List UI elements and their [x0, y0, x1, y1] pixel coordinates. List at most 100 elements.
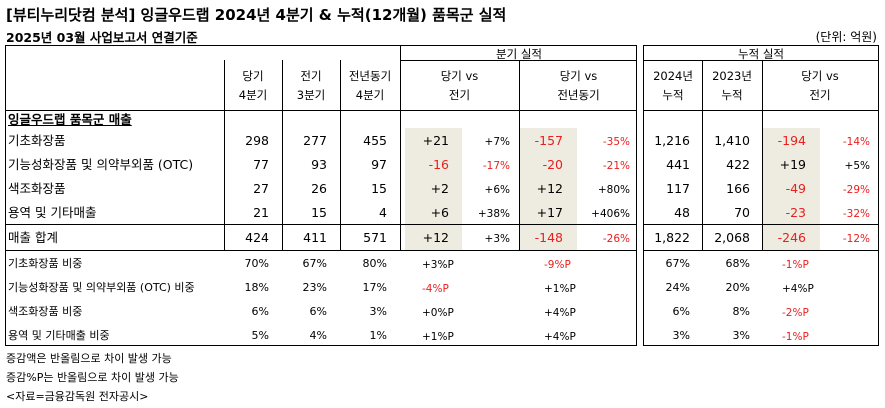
- col-2023-cum: 2023년: [712, 69, 752, 83]
- cell-2023-cum: 20%: [725, 281, 750, 294]
- row-label: 기능성화장품 및 의약부외품 (OTC): [8, 157, 194, 172]
- cell-yoy-q: 97: [371, 157, 387, 172]
- cell-vs-cum-pp: -2%P: [782, 307, 809, 319]
- shade-cum-vs-prev: [762, 128, 820, 250]
- cell-2024-cum: 1,822: [654, 230, 690, 245]
- cell-vs-cum-amount: +19: [779, 157, 806, 172]
- col-vs-prev: 당기 vs: [440, 69, 479, 83]
- col-yoy-q: 전년동기: [348, 69, 392, 83]
- cell-cur-q: 6%: [251, 305, 269, 318]
- cell-yoy-q: 4: [379, 205, 387, 220]
- cell-2023-cum: 166: [726, 181, 750, 196]
- col-prev-q: 전기: [300, 69, 322, 83]
- col-vs-yoy: 당기 vs: [559, 69, 598, 83]
- cell-prev-q: 15: [311, 205, 327, 220]
- cell-vs-prev-amount: +6: [430, 205, 449, 220]
- cell-yoy-q: 3%: [369, 305, 387, 318]
- ratio-label: 기능성화장품 및 의약부외품 (OTC) 비중: [8, 281, 195, 294]
- cell-cur-q: 77: [253, 157, 269, 172]
- quarterly-group-header: 분기 실적: [496, 47, 542, 61]
- note-rounding-percent: 증감%P는 반올림으로 차이 발생 가능: [6, 371, 179, 384]
- cell-vs-yoy-pct: +80%: [597, 184, 630, 196]
- cell-vs-prev-amount: +2: [430, 181, 449, 196]
- cell-vs-yoy-pp: -9%P: [544, 259, 571, 271]
- cell-prev-q: 26: [311, 181, 327, 196]
- cumulative-table: 누적 실적 2024년 누적 2023년 누적 당기 vs 전기 1,216 1,…: [643, 45, 879, 346]
- cell-vs-yoy-pp: +4%P: [544, 307, 576, 319]
- cell-cur-q: 5%: [251, 329, 269, 342]
- cell-prev-q: 93: [311, 157, 327, 172]
- cell-2023-cum: 70: [734, 205, 750, 220]
- col-2024-cum: 2024년: [653, 69, 693, 83]
- cell-yoy-q: 17%: [362, 281, 387, 294]
- cell-vs-prev-pct: +3%: [484, 233, 510, 245]
- cell-vs-prev-pp: +0%P: [422, 307, 454, 319]
- cell-vs-prev-pp: -4%P: [422, 283, 449, 295]
- row-label: 기초화장품: [8, 133, 66, 148]
- cell-2024-cum: 441: [666, 157, 690, 172]
- total-label: 매출 합계: [8, 230, 58, 245]
- cell-vs-yoy-pct: +406%: [591, 208, 630, 220]
- cell-vs-yoy-amount: -20: [542, 157, 563, 172]
- shade-quarter-vs-yoy: [519, 128, 577, 250]
- cell-2023-cum: 422: [726, 157, 750, 172]
- cell-2023-cum: 2,068: [714, 230, 750, 245]
- cell-vs-cum-pct: -29%: [842, 184, 870, 196]
- cell-prev-q: 277: [303, 133, 327, 148]
- cell-2024-cum: 67%: [665, 257, 690, 270]
- cell-yoy-q: 80%: [362, 257, 387, 270]
- cell-vs-cum-pct: -12%: [842, 233, 870, 245]
- row-label: 색조화장품: [8, 181, 66, 196]
- cell-prev-q: 6%: [309, 305, 327, 318]
- row-label: 용역 및 기타매출: [8, 205, 97, 220]
- unit-label: (단위: 억원): [815, 30, 877, 44]
- cell-2024-cum: 3%: [672, 329, 690, 342]
- cell-vs-cum-amount: -194: [777, 133, 806, 148]
- quarterly-table: 분기 실적 당기 4분기 전기 3분기 전년동기 4분기 당기 vs 전기 당기…: [5, 45, 637, 346]
- cell-2024-cum: 24%: [665, 281, 690, 294]
- cell-cur-q: 298: [245, 133, 269, 148]
- cell-vs-yoy-pp: +4%P: [544, 331, 576, 343]
- cell-vs-yoy-amount: -157: [534, 133, 563, 148]
- cell-yoy-q: 15: [371, 181, 387, 196]
- cell-vs-yoy-amount: +12: [536, 181, 563, 196]
- cell-2024-cum: 1,216: [654, 133, 690, 148]
- cell-2023-cum: 1,410: [714, 133, 750, 148]
- cell-vs-prev-pp: +3%P: [422, 259, 454, 271]
- cell-cur-q: 27: [253, 181, 269, 196]
- cell-vs-cum-pp: +4%P: [782, 283, 814, 295]
- cell-vs-yoy-pct: -21%: [602, 160, 630, 172]
- cell-2023-cum: 3%: [732, 329, 750, 342]
- cell-vs-prev-pp: +1%P: [422, 331, 454, 343]
- cell-vs-prev-pct: -17%: [482, 160, 510, 172]
- cell-cur-q: 70%: [244, 257, 269, 270]
- cell-vs-cum-pp: -1%P: [782, 331, 809, 343]
- page-subtitle: 2025년 03월 사업보고서 연결기준: [6, 30, 198, 45]
- cell-yoy-q: 571: [363, 230, 387, 245]
- cell-vs-prev-amount: +12: [422, 230, 449, 245]
- cell-vs-yoy-amount: +17: [536, 205, 563, 220]
- cell-vs-cum-pct: +5%: [844, 160, 870, 172]
- col-vs-cum: 당기 vs: [801, 69, 839, 83]
- cell-2023-cum: 8%: [732, 305, 750, 318]
- cell-vs-prev-amount: -16: [428, 157, 449, 172]
- note-source: <자료=금융감독원 전자공시>: [6, 390, 149, 403]
- cell-2024-cum: 48: [674, 205, 690, 220]
- cumulative-group-header: 누적 실적: [738, 47, 784, 61]
- cell-cur-q: 21: [253, 205, 269, 220]
- cell-vs-prev-amount: +21: [422, 133, 449, 148]
- ratio-label: 기초화장품 비중: [8, 257, 83, 270]
- cell-cur-q: 424: [245, 230, 269, 245]
- cell-vs-cum-amount: -246: [777, 230, 806, 245]
- cell-vs-prev-pct: +7%: [484, 136, 510, 148]
- cell-vs-cum-amount: -49: [785, 181, 806, 196]
- cell-vs-cum-amount: -23: [785, 205, 806, 220]
- cell-vs-cum-pct: -14%: [842, 136, 870, 148]
- cell-vs-cum-pp: -1%P: [782, 259, 809, 271]
- cell-2024-cum: 117: [666, 181, 690, 196]
- ratio-label: 용역 및 기타매출 비중: [8, 329, 110, 342]
- cell-vs-cum-pct: -32%: [842, 208, 870, 220]
- cell-yoy-q: 455: [363, 133, 387, 148]
- cell-prev-q: 411: [303, 230, 327, 245]
- cell-vs-prev-pct: +6%: [484, 184, 510, 196]
